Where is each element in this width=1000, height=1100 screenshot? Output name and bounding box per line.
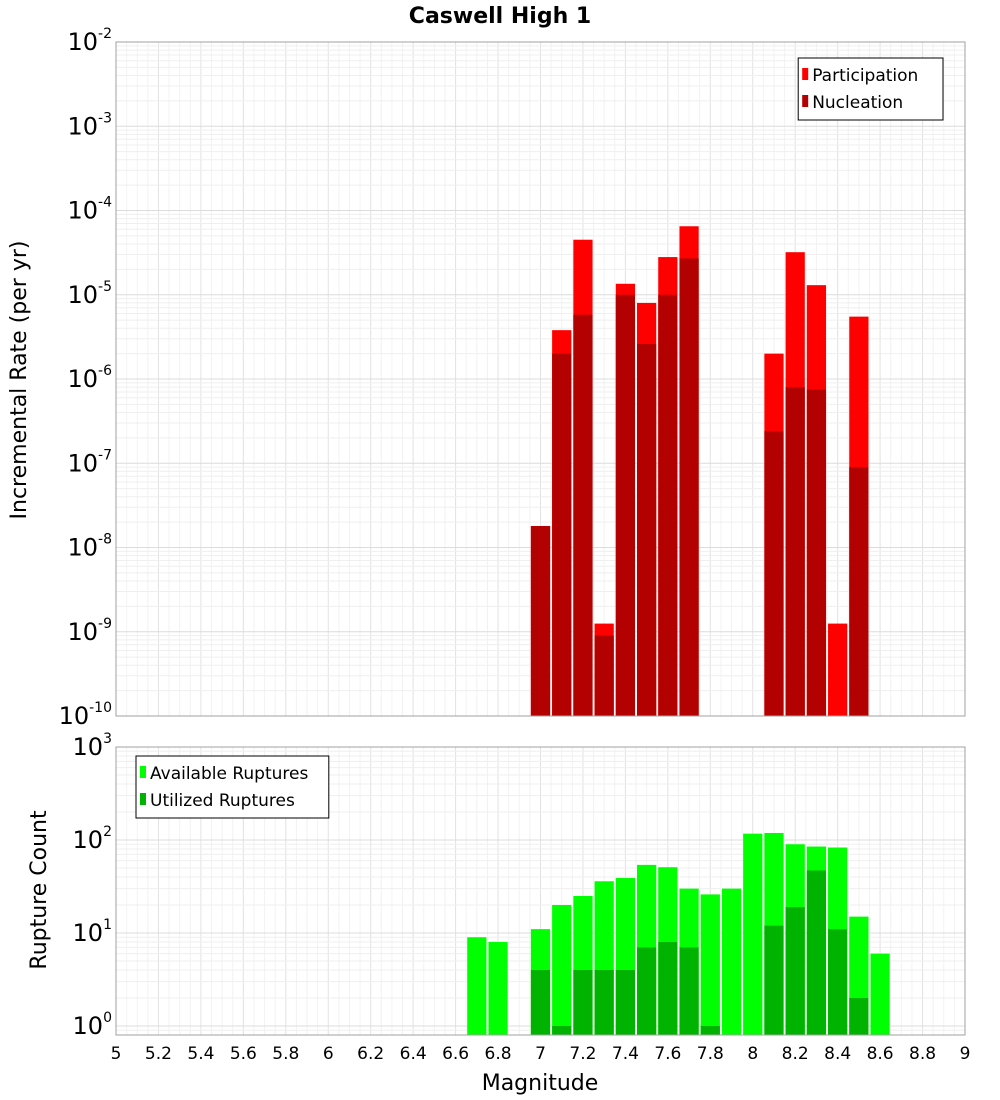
bottom-bar-utilized-ruptures <box>615 969 636 1035</box>
bottom-bar-utilized-ruptures <box>658 942 678 1035</box>
x-tick-label: 6 <box>323 1044 334 1064</box>
bottom-bar-utilized-ruptures <box>828 929 848 1035</box>
bottom-bar-utilized-ruptures <box>806 870 827 1035</box>
bottom-legend-swatch <box>140 766 146 778</box>
x-tick-label: 6.6 <box>442 1044 469 1064</box>
x-ticks: 5 5.2 5.4 5.6 5.8 6 6.2 6.4 6.6 6.8 7 7.2 7.4 7.6 7.8 8… <box>111 1044 971 1064</box>
top-bar-nucleation <box>637 344 657 716</box>
bottom-y-axis-label: Rupture Count <box>27 810 52 970</box>
x-tick-label: 7.4 <box>612 1044 639 1064</box>
bottom-bar-utilized-ruptures <box>764 925 784 1035</box>
bottom-bar-utilized-ruptures <box>785 907 805 1035</box>
chart-title: Caswell High 1 <box>409 4 591 29</box>
top-bar-nucleation <box>552 353 572 716</box>
bottom-legend-label: Utilized Ruptures <box>150 791 295 811</box>
top-y-tick-label: 10-10 <box>59 700 112 730</box>
x-tick-label: 8.2 <box>782 1044 809 1064</box>
x-tick-label: 9 <box>960 1044 971 1064</box>
bottom-bar-available-ruptures <box>552 904 572 1035</box>
bottom-legend-box <box>135 755 330 819</box>
top-bar-nucleation <box>530 525 551 716</box>
top-y-tick-label: 10-6 <box>67 363 112 393</box>
bottom-bar-utilized-ruptures <box>573 969 593 1035</box>
bottom-plot-border <box>115 746 966 1036</box>
top-legend-label: Participation <box>812 66 918 86</box>
bottom-bar-utilized-ruptures <box>849 997 869 1035</box>
x-tick-label: 5.2 <box>145 1044 172 1064</box>
bottom-legend-swatch <box>140 793 146 805</box>
top-plot-panel: 10-10 10-9 10-8 10-7 10-6 10-5 10-4 10-3 10-2 Par… <box>59 26 966 730</box>
x-tick-label: 5 <box>111 1044 122 1064</box>
top-y-tick-label: 10-4 <box>67 195 112 225</box>
top-bar-nucleation <box>615 294 636 716</box>
top-legend-label: Nucleation <box>812 93 903 113</box>
x-tick-label: 8.8 <box>909 1044 936 1064</box>
x-tick-label: 5.6 <box>230 1044 257 1064</box>
top-bar-participation <box>828 623 848 716</box>
bottom-y-ticks: 100 101 102 103 <box>73 731 112 1040</box>
top-y-tick-label: 10-8 <box>67 532 112 562</box>
x-axis-label: Magnitude <box>482 1071 599 1096</box>
top-bar-nucleation <box>679 258 699 716</box>
bottom-y-tick-label: 103 <box>73 731 112 761</box>
bottom-bar-available-ruptures <box>721 888 742 1035</box>
top-bar-nucleation <box>594 635 614 716</box>
top-bar-nucleation <box>658 294 678 716</box>
bottom-bar-utilized-ruptures <box>637 947 657 1035</box>
x-tick-label: 6.2 <box>357 1044 384 1064</box>
top-bars <box>530 226 869 717</box>
bottom-plot-panel: 100 101 102 103 Available Ruptures Utilized R… <box>73 731 971 1064</box>
top-legend-swatch <box>802 68 809 80</box>
bottom-bar-available-ruptures <box>467 937 487 1035</box>
top-legend-swatch <box>802 95 809 107</box>
bottom-bar-utilized-ruptures <box>679 947 699 1035</box>
top-bar-nucleation <box>573 314 593 716</box>
top-y-tick-label: 10-5 <box>67 279 112 309</box>
top-y-tick-label: 10-9 <box>67 616 112 646</box>
top-legend: Participation Nucleation <box>797 57 944 121</box>
top-y-tick-label: 10-7 <box>67 447 112 477</box>
top-grid <box>115 42 966 717</box>
bottom-bars <box>467 832 890 1035</box>
top-bar-nucleation <box>764 431 784 716</box>
top-y-tick-label: 10-2 <box>67 26 112 56</box>
bottom-bar-utilized-ruptures <box>552 1025 572 1035</box>
x-tick-label: 7 <box>535 1044 546 1064</box>
x-tick-label: 8.6 <box>867 1044 894 1064</box>
x-tick-label: 7.6 <box>654 1044 681 1064</box>
x-tick-label: 7.2 <box>569 1044 596 1064</box>
top-bar-nucleation <box>785 387 805 716</box>
top-legend-box <box>797 57 944 121</box>
x-tick-label: 6.8 <box>485 1044 512 1064</box>
top-bar-nucleation <box>806 389 827 716</box>
bottom-y-tick-label: 101 <box>73 917 112 947</box>
bottom-bar-utilized-ruptures <box>594 969 614 1035</box>
bottom-y-tick-label: 102 <box>73 824 112 854</box>
top-plot-border <box>115 41 966 717</box>
top-bar-nucleation <box>849 467 869 716</box>
bottom-bar-available-ruptures <box>700 894 720 1035</box>
bottom-bar-available-ruptures <box>743 833 763 1035</box>
x-tick-label: 6.4 <box>400 1044 427 1064</box>
bottom-legend-label: Available Ruptures <box>150 764 308 784</box>
bottom-bar-available-ruptures <box>870 953 890 1035</box>
x-tick-label: 5.4 <box>187 1044 214 1064</box>
bottom-bar-available-ruptures <box>488 942 508 1035</box>
bottom-y-tick-label: 100 <box>73 1010 112 1040</box>
x-tick-label: 8 <box>747 1044 758 1064</box>
bottom-legend: Available Ruptures Utilized Ruptures <box>135 755 330 819</box>
top-y-ticks: 10-10 10-9 10-8 10-7 10-6 10-5 10-4 10-3 10-2 <box>59 26 113 730</box>
top-y-tick-label: 10-3 <box>67 110 112 140</box>
x-tick-label: 5.8 <box>272 1044 299 1064</box>
x-tick-label: 7.8 <box>697 1044 724 1064</box>
x-tick-label: 8.4 <box>824 1044 851 1064</box>
bottom-bar-utilized-ruptures <box>700 1025 720 1035</box>
top-y-axis-label: Incremental Rate (per yr) <box>7 241 32 520</box>
bottom-bar-utilized-ruptures <box>530 969 551 1035</box>
